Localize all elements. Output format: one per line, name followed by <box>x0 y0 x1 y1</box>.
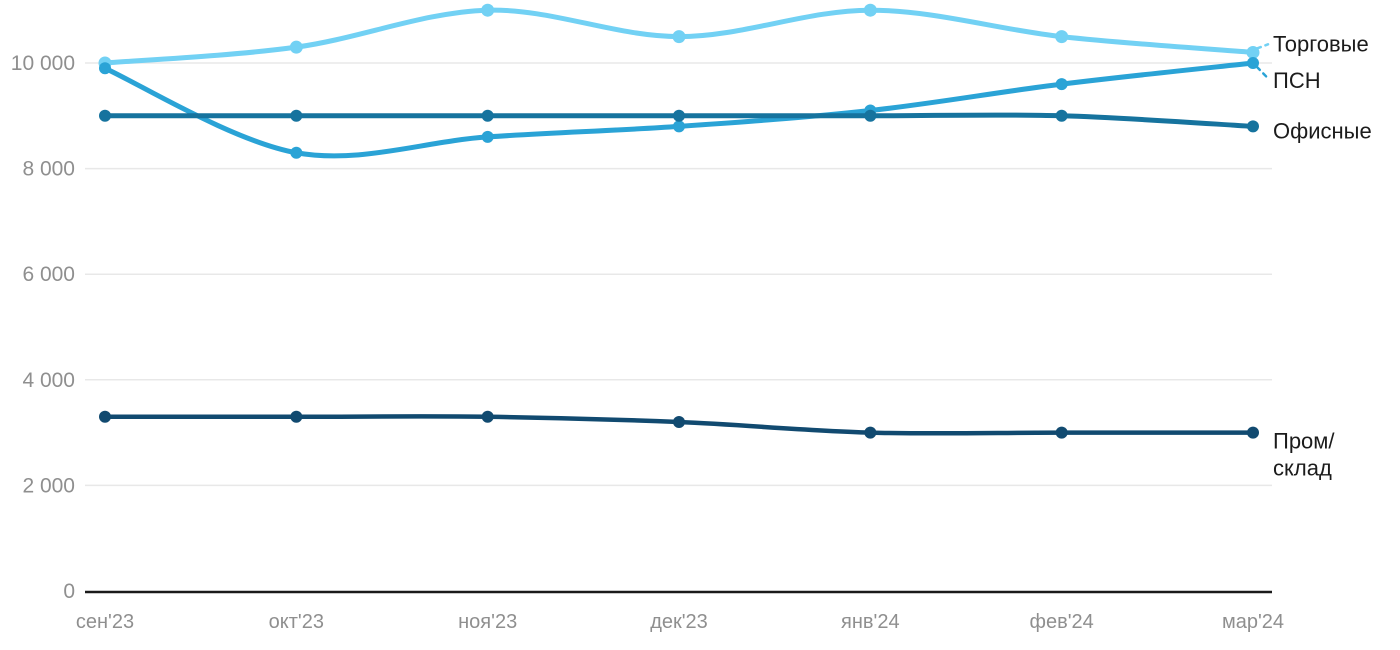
series-label-2: Офисные <box>1273 118 1372 143</box>
series-point-1-5[interactable] <box>1055 78 1068 91</box>
series-line-1 <box>102 60 1256 159</box>
x-tick-label: дек'23 <box>650 611 708 633</box>
series-point-1-1[interactable] <box>290 146 303 159</box>
x-tick-label: мар'24 <box>1222 611 1284 633</box>
series-point-2-2[interactable] <box>481 109 494 122</box>
x-tick-label: сен'23 <box>76 611 134 633</box>
y-tick-label: 10 000 <box>11 52 75 75</box>
x-tick-label: фев'24 <box>1030 611 1094 633</box>
series-callout-0 <box>1255 43 1270 50</box>
series-point-1-0[interactable] <box>99 62 111 75</box>
series-point-2-0[interactable] <box>99 109 111 122</box>
series-point-0-2[interactable] <box>481 3 495 17</box>
series-point-2-3[interactable] <box>673 109 685 122</box>
series-point-0-3[interactable] <box>672 30 686 44</box>
series-point-3-0[interactable] <box>99 410 111 423</box>
series-point-3-3[interactable] <box>673 416 685 429</box>
series-point-2-6[interactable] <box>1247 120 1259 133</box>
series-label-3: склад <box>1273 456 1332 481</box>
series-point-1-3[interactable] <box>673 120 685 133</box>
series-point-3-1[interactable] <box>290 410 303 423</box>
y-tick-label: 0 <box>63 580 75 603</box>
series-point-2-5[interactable] <box>1055 109 1068 122</box>
x-tick-label: ноя'23 <box>458 611 517 633</box>
y-tick-label: 2 000 <box>22 474 75 497</box>
series-point-0-1[interactable] <box>289 40 303 54</box>
series-point-0-4[interactable] <box>863 3 877 17</box>
series-label-0: Торговые <box>1273 31 1369 56</box>
series-point-1-2[interactable] <box>481 130 494 143</box>
series-point-3-6[interactable] <box>1247 426 1259 439</box>
y-tick-label: 8 000 <box>22 158 75 181</box>
series-point-3-5[interactable] <box>1055 426 1068 439</box>
y-tick-label: 4 000 <box>22 369 75 392</box>
series-label-1: ПСН <box>1273 68 1321 93</box>
x-tick-label: окт'23 <box>269 611 324 633</box>
series-point-3-4[interactable] <box>864 426 877 439</box>
x-tick-label: янв'24 <box>841 611 900 633</box>
series-point-2-1[interactable] <box>290 109 303 122</box>
series-callout-1 <box>1255 65 1270 80</box>
y-tick-label: 6 000 <box>22 263 75 286</box>
series-point-1-6[interactable] <box>1247 57 1259 69</box>
series-point-0-5[interactable] <box>1055 30 1069 44</box>
series-label-3: Пром/ <box>1273 429 1335 454</box>
series-point-2-4[interactable] <box>864 109 877 122</box>
series-point-3-2[interactable] <box>481 410 494 423</box>
